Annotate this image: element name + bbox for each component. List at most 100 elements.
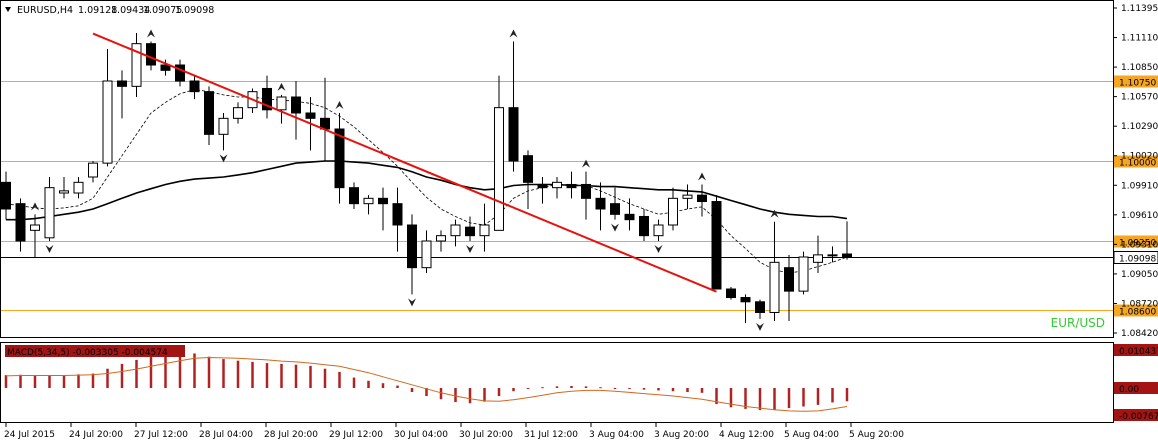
candle-body <box>813 254 823 263</box>
macd-histogram-bar <box>106 368 109 388</box>
candle-body <box>102 80 113 164</box>
candle <box>1 171 11 220</box>
candle-body <box>15 203 26 242</box>
candle-body <box>610 203 620 215</box>
candle <box>218 113 229 151</box>
candle <box>479 203 490 252</box>
macd-histogram-bar <box>599 387 602 389</box>
ohlc-close: 1.09098 <box>175 5 214 16</box>
x-tick-label: 5 Aug 20:00 <box>849 430 904 440</box>
candle-body <box>262 87 272 111</box>
candle <box>131 33 142 97</box>
fractal-up-arrow-icon <box>31 202 39 211</box>
candle <box>581 171 591 220</box>
candle-body <box>494 107 504 231</box>
candle <box>15 198 26 252</box>
x-axis: 24 Jul 2015 24 Jul 20:00 27 Jul 12:00 28 Ju… <box>4 423 904 440</box>
macd-histogram-bar <box>642 388 646 390</box>
macd-histogram-bar <box>541 387 544 389</box>
candle-body <box>508 107 519 162</box>
candle <box>769 221 780 321</box>
ma-layer <box>5 89 848 274</box>
y-tick-label: 1.10850 <box>1121 63 1158 73</box>
y-tick-label: 1.08720 <box>1121 299 1158 309</box>
macd-histogram-bar <box>570 385 573 388</box>
macd-histogram-bar <box>831 388 834 403</box>
candle-body <box>276 96 287 111</box>
candle <box>450 219 461 247</box>
macd-histogram-bar <box>454 388 457 403</box>
x-tick-label: 28 Jul 04:00 <box>199 430 253 440</box>
candle-body <box>160 64 171 71</box>
candle <box>189 75 200 100</box>
candle <box>595 182 606 231</box>
candle-body <box>378 197 388 205</box>
macd-histogram-bar <box>265 363 269 388</box>
macd-histogram-bar <box>555 386 559 388</box>
macd-histogram-bar <box>744 388 747 409</box>
candle <box>610 187 620 220</box>
macd-tick-tag <box>1114 382 1158 394</box>
candle-body <box>798 256 809 292</box>
candle <box>740 294 751 324</box>
macd-histogram-bar <box>613 388 617 389</box>
x-tick-label: 27 Jul 12:00 <box>134 430 188 440</box>
candle-body <box>595 197 606 210</box>
y-tick-label: 1.09310 <box>1121 240 1158 250</box>
macd-histogram-bar <box>178 351 182 388</box>
collapse-triangle-icon[interactable] <box>5 7 11 12</box>
candle-body <box>334 128 345 189</box>
x-tick-label: 3 Aug 04:00 <box>589 430 644 440</box>
candle <box>88 161 98 183</box>
candle-body <box>668 197 678 226</box>
macd-axis: 0.010437 0.00 -0.007671 <box>1114 344 1158 422</box>
macd-histogram-bar <box>686 388 689 393</box>
x-tick-label: 3 Aug 20:00 <box>654 430 709 440</box>
candle <box>73 177 84 199</box>
candle <box>204 86 214 145</box>
candle <box>465 216 475 241</box>
candle-body <box>407 224 417 269</box>
level-value: 1.09250 <box>1119 239 1156 249</box>
x-tick-label: 24 Jul 2015 <box>4 430 55 440</box>
chart-symbol: EURUSD,H4 <box>17 5 73 16</box>
fractal-up-arrow-icon <box>509 29 518 38</box>
x-tick-label: 31 Jul 12:00 <box>524 430 578 440</box>
macd-histogram-bar <box>700 388 704 393</box>
macd-histogram-bar <box>715 388 718 405</box>
fractal-up-arrow-icon <box>582 159 590 168</box>
candle <box>363 195 374 215</box>
candle-body <box>305 112 316 119</box>
candle-body <box>450 224 461 237</box>
candle <box>160 59 171 76</box>
level-tag <box>1114 235 1158 248</box>
y-tick-label: 1.10570 <box>1121 93 1158 103</box>
candle-body <box>88 162 98 178</box>
candle <box>842 221 852 260</box>
y-tick-label: 1.10020 <box>1121 152 1158 162</box>
level-value: 1.09098 <box>1119 255 1156 265</box>
macd-label-box <box>5 345 185 357</box>
macd-histogram-bar <box>410 388 414 393</box>
macd-histogram-bar <box>468 388 472 404</box>
candle-body <box>537 183 548 189</box>
x-tick-label: 4 Aug 12:00 <box>719 430 774 440</box>
candle <box>233 102 243 124</box>
candle-body <box>581 183 591 199</box>
macd-tick-label: 0.010437 <box>1119 347 1158 357</box>
fractal-layer <box>31 29 779 331</box>
candle-body <box>726 288 736 299</box>
candle-body <box>363 197 374 205</box>
macd-histogram-bar <box>787 388 791 409</box>
candle <box>682 184 693 209</box>
candle <box>624 198 635 231</box>
macd-histogram-bar <box>4 375 8 388</box>
fractal-down-arrow-icon <box>45 245 54 253</box>
candle <box>566 171 577 199</box>
macd-histogram-bar <box>628 388 631 389</box>
candle <box>653 219 664 241</box>
macd-histogram-bar <box>845 388 849 402</box>
macd-histogram-bar <box>526 388 530 389</box>
macd-histogram-bar <box>367 380 370 388</box>
